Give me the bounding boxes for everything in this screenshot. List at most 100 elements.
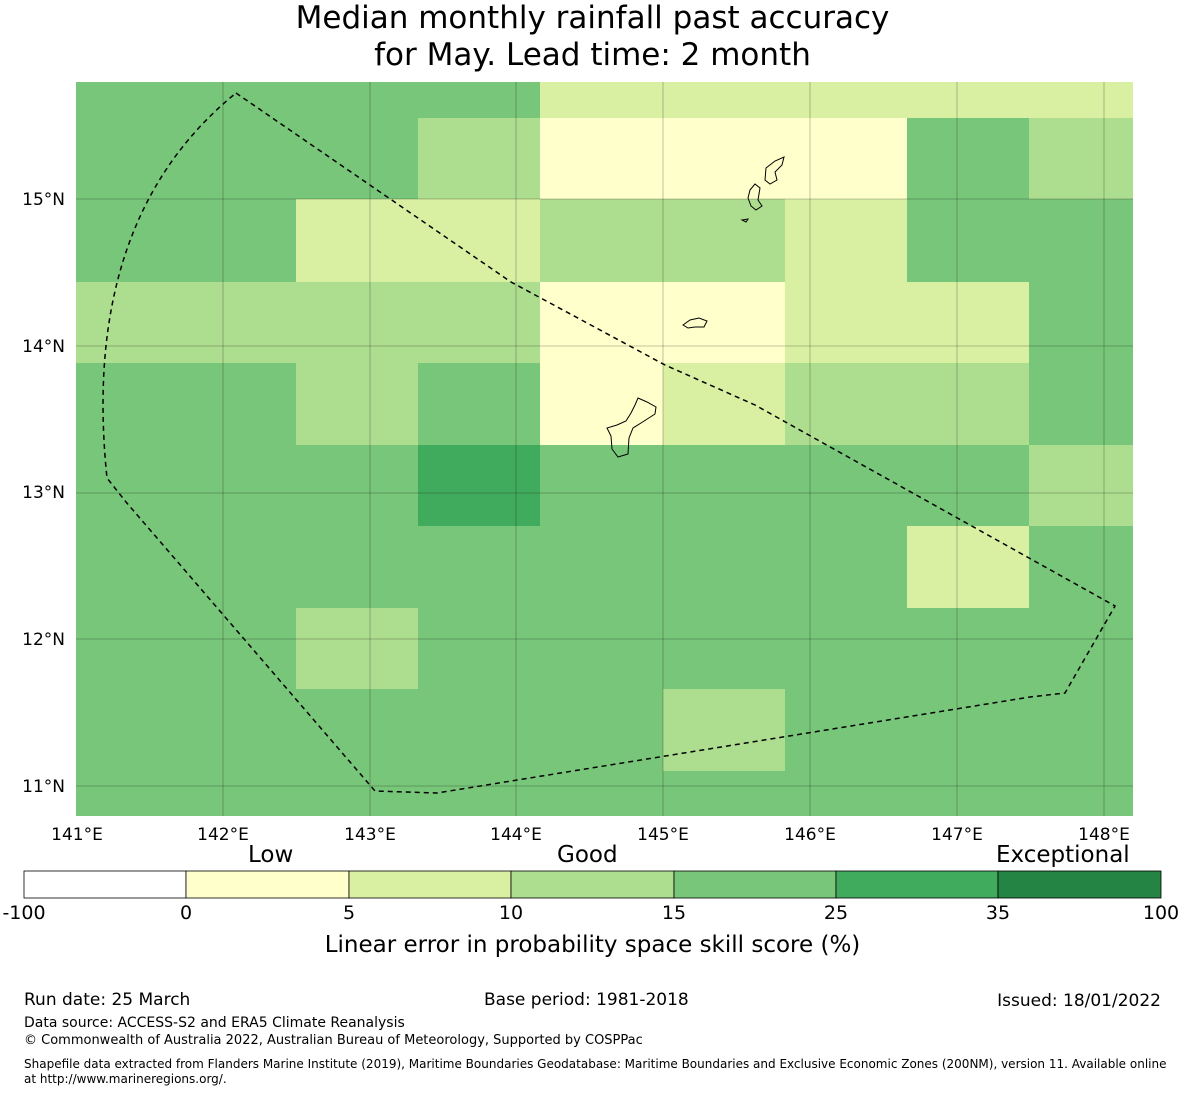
skill-cell — [418, 199, 540, 282]
colorbar-word-low: Low — [248, 842, 294, 868]
skill-cell — [785, 82, 907, 118]
skill-cell — [785, 445, 907, 526]
run-date: Run date: 25 March — [24, 990, 191, 1010]
island-tinian — [747, 183, 763, 211]
x-tick-label: 143°E — [344, 825, 396, 845]
colorbar — [23, 870, 1162, 899]
skill-cell — [1029, 689, 1133, 816]
skill-grid — [76, 82, 1133, 816]
skill-cell — [76, 445, 296, 526]
skill-cell — [296, 199, 418, 282]
skill-cell — [907, 282, 1029, 363]
skill-cell — [1029, 445, 1133, 526]
skill-cell — [418, 689, 540, 816]
skill-cell — [1029, 282, 1133, 363]
x-tick-labels: 141°E 142°E 143°E 144°E 145°E 146°E 147°… — [51, 825, 1130, 845]
colorbar-bin — [673, 870, 837, 899]
skill-cell — [76, 526, 296, 608]
skill-cell — [540, 689, 663, 816]
colorbar-title: Linear error in probability space skill … — [324, 932, 861, 958]
y-tick-label: 11°N — [22, 777, 65, 797]
x-tick-label: 141°E — [51, 825, 103, 845]
issued-date: Issued: 18/01/2022 — [997, 991, 1161, 1011]
colorbar-tick-label: 10 — [498, 902, 524, 924]
skill-cell — [1029, 82, 1133, 118]
colorbar-bin — [835, 870, 999, 899]
skill-cell — [540, 282, 663, 363]
y-tick-label: 13°N — [22, 483, 65, 503]
skill-cell — [663, 608, 785, 689]
island-rota — [682, 317, 708, 329]
skill-cell — [907, 608, 1029, 689]
skill-cell — [663, 282, 785, 363]
skill-cell — [76, 282, 296, 363]
skill-cell — [907, 526, 1029, 608]
data-source: Data source: ACCESS-S2 and ERA5 Climate … — [24, 1015, 405, 1031]
x-tick-label: 146°E — [784, 825, 836, 845]
skill-cell — [418, 363, 540, 445]
skill-cell — [76, 689, 296, 816]
skill-cell — [76, 118, 296, 199]
skill-cell — [540, 363, 663, 445]
skill-cell — [663, 82, 785, 118]
skill-cell — [907, 689, 1029, 816]
skill-cell — [418, 118, 540, 199]
skill-cell — [296, 82, 418, 118]
colorbar-bin — [510, 870, 675, 899]
skill-cell — [663, 445, 785, 526]
skill-cell — [76, 363, 296, 445]
skill-cell — [418, 526, 540, 608]
colorbar-tick-label: 0 — [179, 902, 193, 924]
skill-cell — [1029, 608, 1133, 689]
skill-cell — [296, 526, 418, 608]
skill-cell — [418, 445, 540, 526]
colorbar-word-good: Good — [557, 842, 618, 868]
colorbar-tick-label: 15 — [661, 902, 687, 924]
skill-cell — [1029, 363, 1133, 445]
title-line-2: for May. Lead time: 2 month — [374, 37, 811, 73]
island-guam — [606, 397, 657, 458]
colorbar-tick-label: 25 — [823, 902, 849, 924]
skill-cell — [296, 445, 418, 526]
skill-cell — [907, 363, 1029, 445]
x-tick-label: 148°E — [1078, 825, 1130, 845]
colorbar-tick-label: 5 — [342, 902, 356, 924]
map-title: Median monthly rainfall past accuracy fo… — [0, 0, 1185, 74]
skill-cell — [785, 363, 907, 445]
skill-cell — [540, 445, 663, 526]
skill-cell — [663, 199, 785, 282]
skill-cell — [296, 363, 418, 445]
y-tick-label: 15°N — [22, 190, 65, 210]
skill-cell — [785, 199, 907, 282]
skill-cell — [76, 82, 296, 118]
skill-cell — [1029, 199, 1133, 282]
colorbar-tick-label: -100 — [2, 902, 46, 924]
graticule — [76, 82, 1133, 816]
skill-cell — [663, 118, 785, 199]
skill-cell — [540, 82, 663, 118]
skill-cell — [907, 199, 1029, 282]
colorbar-tick-label: 35 — [985, 902, 1011, 924]
skill-cell — [296, 118, 418, 199]
colorbar-word-exceptional: Exceptional — [996, 842, 1130, 868]
eez-boundary — [102, 92, 1117, 794]
x-tick-label: 145°E — [637, 825, 689, 845]
skill-cell — [296, 282, 418, 363]
copyright: © Commonwealth of Australia 2022, Austra… — [24, 1033, 643, 1048]
colorbar-bin — [997, 870, 1162, 899]
colorbar-bin — [23, 870, 187, 899]
skill-cell — [418, 82, 540, 118]
skill-cell — [540, 118, 663, 199]
y-tick-label: 12°N — [22, 630, 65, 650]
x-tick-label: 144°E — [490, 825, 542, 845]
shapefile-credit: Shapefile data extracted from Flanders M… — [24, 1057, 1167, 1071]
skill-cell — [663, 363, 785, 445]
skill-cell — [540, 608, 663, 689]
skill-cell — [785, 608, 907, 689]
skill-cell — [1029, 118, 1133, 199]
colorbar-bin — [185, 870, 350, 899]
y-tick-labels: 15°N 14°N 13°N 12°N 11°N — [22, 190, 65, 797]
skill-cell — [540, 526, 663, 608]
x-tick-label: 147°E — [931, 825, 983, 845]
